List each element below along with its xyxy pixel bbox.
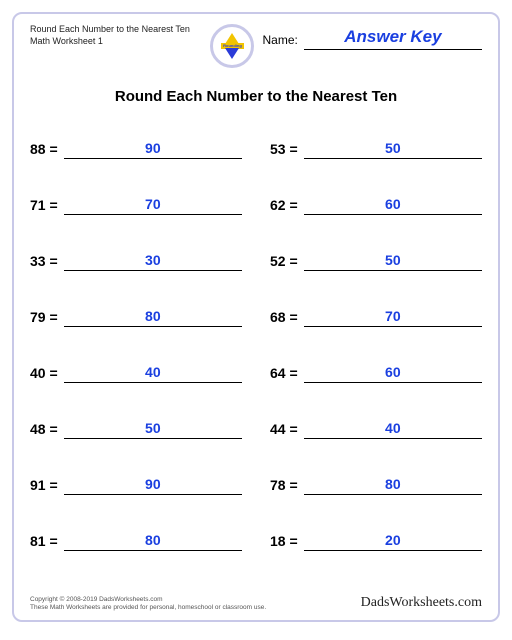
answer-line: 90 [64, 473, 242, 495]
problem: 64 = 60 [270, 343, 482, 399]
answer: 60 [385, 364, 401, 382]
answer-key-text: Answer Key [344, 27, 441, 49]
prompt: 53 = [270, 141, 304, 159]
footer-brand: DadsWorksheets.com [361, 595, 482, 612]
footer-note: These Math Worksheets are provided for p… [30, 604, 266, 612]
answer-line: 40 [304, 417, 482, 439]
answer: 90 [145, 140, 161, 158]
answer-line: 70 [304, 305, 482, 327]
problem: 68 = 70 [270, 287, 482, 343]
answer: 50 [385, 252, 401, 270]
header: Round Each Number to the Nearest Ten Mat… [30, 24, 482, 78]
prompt: 62 = [270, 197, 304, 215]
answer: 40 [385, 420, 401, 438]
problem: 81 = 80 [30, 511, 242, 567]
prompt: 79 = [30, 309, 64, 327]
prompt: 48 = [30, 421, 64, 439]
page-title: Round Each Number to the Nearest Ten [30, 88, 482, 105]
prompt: 52 = [270, 253, 304, 271]
name-label: Name: [262, 33, 297, 47]
problem: 52 = 50 [270, 231, 482, 287]
answer-line: 50 [304, 249, 482, 271]
prompt: 88 = [30, 141, 64, 159]
answer-line: 70 [64, 193, 242, 215]
problem: 18 = 20 [270, 511, 482, 567]
rounding-logo-icon: Rounding [210, 24, 254, 68]
prompt: 44 = [270, 421, 304, 439]
prompt: 78 = [270, 477, 304, 495]
prompt: 71 = [30, 197, 64, 215]
problem: 48 = 50 [30, 399, 242, 455]
problem: 79 = 80 [30, 287, 242, 343]
answer-line: 50 [64, 417, 242, 439]
answer-line: 80 [64, 305, 242, 327]
answer: 40 [145, 364, 161, 382]
answer-line: 80 [64, 529, 242, 551]
header-left: Round Each Number to the Nearest Ten Mat… [30, 24, 202, 47]
problem: 91 = 90 [30, 455, 242, 511]
answer-line: 30 [64, 249, 242, 271]
answer: 80 [145, 308, 161, 326]
footer: Copyright © 2008-2019 DadsWorksheets.com… [30, 591, 482, 612]
problem: 53 = 50 [270, 119, 482, 175]
problem: 40 = 40 [30, 343, 242, 399]
problem: 88 = 90 [30, 119, 242, 175]
prompt: 18 = [270, 533, 304, 551]
prompt: 33 = [30, 253, 64, 271]
copyright: Copyright © 2008-2019 DadsWorksheets.com [30, 596, 266, 604]
answer-line: 20 [304, 529, 482, 551]
problem: 33 = 30 [30, 231, 242, 287]
answer-line: 40 [64, 361, 242, 383]
answer: 30 [145, 252, 161, 270]
answer: 70 [385, 308, 401, 326]
answer-line: 90 [64, 137, 242, 159]
answer: 60 [385, 196, 401, 214]
subtitle-2: Math Worksheet 1 [30, 36, 202, 48]
problem: 62 = 60 [270, 175, 482, 231]
prompt: 81 = [30, 533, 64, 551]
answer: 50 [385, 140, 401, 158]
footer-left: Copyright © 2008-2019 DadsWorksheets.com… [30, 596, 266, 612]
prompt: 68 = [270, 309, 304, 327]
answer: 20 [385, 532, 401, 550]
header-right: Name: Answer Key [262, 24, 482, 50]
prompt: 91 = [30, 477, 64, 495]
answer: 80 [385, 476, 401, 494]
answer-line: 60 [304, 361, 482, 383]
prompt: 40 = [30, 365, 64, 383]
answer-line: 80 [304, 473, 482, 495]
problem: 44 = 40 [270, 399, 482, 455]
name-line: Answer Key [304, 30, 482, 50]
problem: 78 = 80 [270, 455, 482, 511]
prompt: 64 = [270, 365, 304, 383]
arrow-down-icon [225, 48, 239, 59]
problems-grid: 88 =90 53 =50 71 =70 62 =60 33 =30 52 =5… [30, 119, 482, 591]
worksheet-page: Round Each Number to the Nearest Ten Mat… [12, 12, 500, 622]
subtitle-1: Round Each Number to the Nearest Ten [30, 24, 202, 36]
answer: 90 [145, 476, 161, 494]
answer: 50 [145, 420, 161, 438]
answer-line: 60 [304, 193, 482, 215]
answer: 80 [145, 532, 161, 550]
problem: 71 = 70 [30, 175, 242, 231]
answer: 70 [145, 196, 161, 214]
answer-line: 50 [304, 137, 482, 159]
